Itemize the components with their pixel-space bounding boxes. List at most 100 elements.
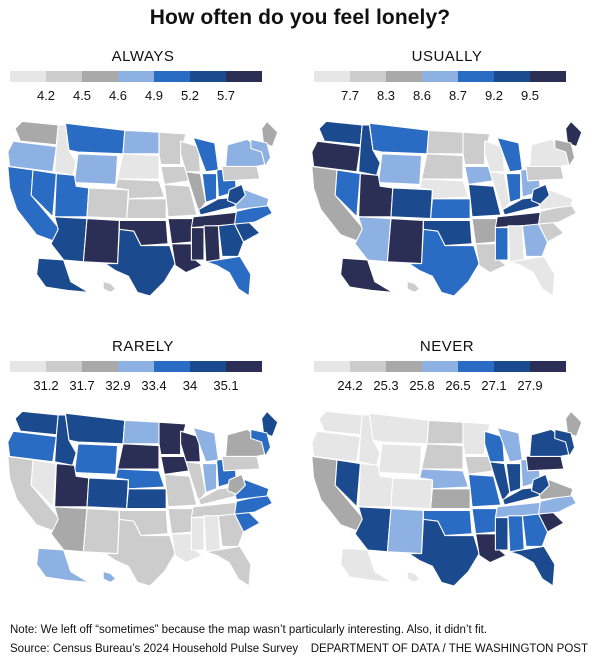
state-ga <box>217 513 245 547</box>
legend-swatch-6 <box>226 361 262 372</box>
us-choropleth-map <box>8 120 278 297</box>
state-mn <box>462 131 491 166</box>
panel-label: NEVER <box>419 338 475 355</box>
state-mn <box>462 421 491 456</box>
state-ak <box>36 547 90 583</box>
us-choropleth-map <box>8 410 278 587</box>
legend-ticks: 7.7 8.3 8.6 8.7 9.2 9.5 <box>312 88 582 104</box>
color-legend <box>314 361 566 372</box>
state-ne-reg <box>250 428 272 457</box>
legend-tick-0: 4.2 <box>36 88 56 103</box>
panel-label: ALWAYS <box>111 48 175 65</box>
legend-swatch-6 <box>530 71 566 82</box>
state-nm <box>82 508 120 555</box>
state-ms <box>494 517 509 551</box>
legend-swatch-5 <box>494 361 530 372</box>
state-wa <box>318 120 363 146</box>
state-wy <box>377 153 423 185</box>
state-or <box>312 140 361 173</box>
state-ne-reg <box>554 428 576 457</box>
legend-swatch-3 <box>422 71 458 82</box>
legend-tick-5: 9.5 <box>520 88 540 103</box>
legend-swatch-1 <box>46 71 82 82</box>
state-wv <box>530 473 550 495</box>
state-al <box>203 225 221 263</box>
state-al <box>507 515 525 553</box>
state-wa <box>318 410 363 436</box>
state-ks <box>430 198 471 220</box>
legend-tick-3: 8.7 <box>448 88 468 103</box>
color-legend <box>314 71 566 82</box>
legend-swatch-0 <box>10 361 46 372</box>
state-ak <box>340 257 394 293</box>
panel-label: RARELY <box>112 338 174 355</box>
state-mn <box>158 421 187 456</box>
state-il <box>489 461 511 502</box>
state-or <box>8 140 57 173</box>
color-legend <box>10 71 262 82</box>
state-ms <box>494 227 509 261</box>
state-nv <box>334 459 361 508</box>
legend-swatch-0 <box>314 71 350 82</box>
state-sd <box>117 153 160 180</box>
state-az <box>50 506 88 553</box>
legend-ticks: 24.2 25.3 25.8 26.5 27.1 27.9 <box>312 378 582 394</box>
state-ms <box>190 517 205 551</box>
state-ga <box>521 513 549 547</box>
state-wv <box>226 183 246 205</box>
state-tx <box>408 228 480 297</box>
state-mn <box>158 131 187 166</box>
map-panel-never: NEVER 24.2 25.3 25.8 26.5 27.1 27.9 <box>312 338 582 618</box>
legend-tick-5: 35.1 <box>213 378 239 393</box>
state-mt <box>368 412 430 445</box>
state-fl <box>205 255 252 297</box>
legend-tick-3: 33.4 <box>141 378 167 393</box>
legend-swatch-5 <box>494 71 530 82</box>
state-al <box>203 515 221 553</box>
legend-ticks: 4.2 4.5 4.6 4.9 5.2 5.7 <box>8 88 278 104</box>
state-ks <box>126 198 167 220</box>
legend-tick-2: 4.6 <box>108 88 128 103</box>
state-az <box>354 216 392 263</box>
state-mi <box>496 137 523 173</box>
state-ne-reg <box>554 138 576 167</box>
legend-swatch-5 <box>190 71 226 82</box>
state-mo <box>163 473 198 508</box>
legend-swatch-2 <box>386 71 422 82</box>
state-tx <box>408 518 480 587</box>
state-wa <box>14 410 59 436</box>
legend-tick-4: 27.1 <box>481 378 507 393</box>
legend-tick-0: 7.7 <box>340 88 360 103</box>
legend-swatch-4 <box>154 71 190 82</box>
state-wy <box>73 153 119 185</box>
legend-swatch-1 <box>350 71 386 82</box>
state-il <box>489 171 511 212</box>
state-in <box>505 173 522 203</box>
state-co <box>390 477 433 510</box>
state-mt <box>64 122 126 155</box>
state-hi <box>406 571 421 583</box>
state-hi <box>406 281 421 293</box>
state-tx <box>104 228 176 297</box>
legend-ticks: 31.2 31.7 32.9 33.4 34 35.1 <box>8 378 278 394</box>
legend-swatch-1 <box>350 361 386 372</box>
legend-swatch-6 <box>530 361 566 372</box>
map-panel-usually: USUALLY 7.7 8.3 8.6 8.7 9.2 9.5 <box>312 48 582 328</box>
state-wv <box>226 473 246 495</box>
chart-title: How often do you feel lonely? <box>149 6 451 29</box>
state-ga <box>521 223 549 257</box>
state-az <box>354 506 392 553</box>
state-hi <box>102 571 117 583</box>
state-il <box>185 461 207 502</box>
state-nd <box>426 129 464 155</box>
state-nd <box>122 129 160 155</box>
state-sd <box>421 443 464 470</box>
panel-label: USUALLY <box>411 48 483 65</box>
legend-swatch-5 <box>190 361 226 372</box>
state-mo <box>467 183 502 218</box>
state-nd <box>122 419 160 445</box>
legend-swatch-3 <box>118 71 154 82</box>
state-wv <box>530 183 550 205</box>
legend-swatch-0 <box>10 71 46 82</box>
state-mi <box>496 427 523 463</box>
